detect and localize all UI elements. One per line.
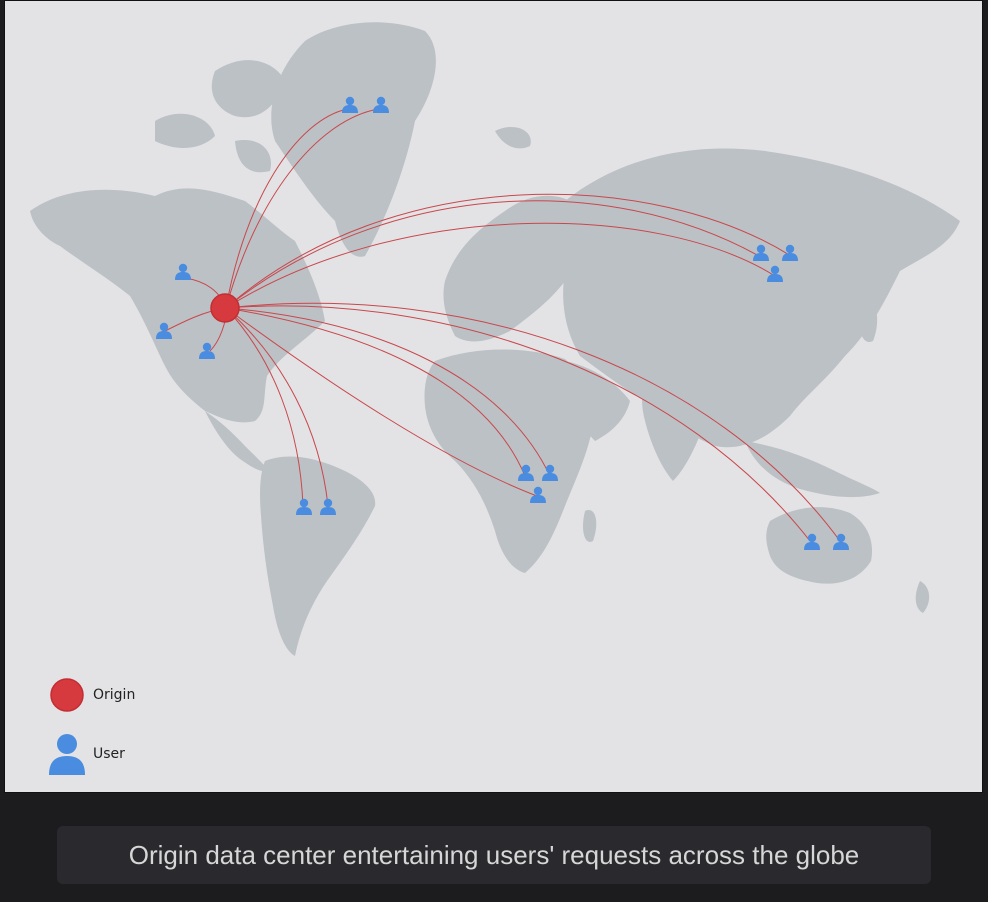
arctic-islands-shape bbox=[211, 60, 285, 118]
arc-to-australia-1 bbox=[225, 305, 811, 542]
legend-user: User bbox=[47, 732, 125, 776]
caption-box: Origin data center entertaining users' r… bbox=[57, 826, 931, 884]
india-shape bbox=[642, 381, 705, 481]
legend-origin: Origin bbox=[49, 677, 135, 713]
central-america-shape bbox=[205, 411, 269, 472]
europe-shape bbox=[443, 195, 576, 342]
southeast-asia-shape bbox=[745, 441, 880, 498]
arc-to-africa-3 bbox=[225, 307, 538, 497]
asia-shape bbox=[562, 148, 960, 448]
arc-to-siberia-3 bbox=[225, 222, 776, 309]
figure-caption: Origin data center entertaining users' r… bbox=[128, 839, 860, 870]
greenland-shape bbox=[271, 22, 436, 257]
arc-to-south-america-1 bbox=[225, 307, 304, 507]
arc-to-greenland-1 bbox=[225, 108, 348, 309]
south-america-shape bbox=[260, 456, 376, 656]
origin-legend-icon bbox=[50, 678, 84, 712]
arc-to-africa-2 bbox=[225, 307, 551, 477]
world-map-figure: Origin User bbox=[4, 0, 983, 793]
arc-to-siberia-1 bbox=[225, 200, 760, 309]
arc-to-australia-2 bbox=[225, 302, 841, 542]
new-zealand-shape bbox=[915, 581, 930, 613]
origin-node bbox=[210, 293, 240, 323]
arc-to-africa-1 bbox=[225, 307, 526, 477]
japan-shape bbox=[859, 291, 878, 342]
arc-to-south-america-2 bbox=[225, 307, 329, 507]
arc-to-greenland-2 bbox=[225, 108, 379, 309]
user-legend-icon bbox=[49, 734, 85, 775]
arc-to-siberia-2 bbox=[225, 193, 792, 309]
africa-shape bbox=[424, 349, 594, 573]
land-masses bbox=[30, 22, 960, 656]
legend-user-label: User bbox=[93, 746, 125, 762]
north-america-shape bbox=[30, 188, 325, 423]
world-map bbox=[30, 22, 960, 656]
legend-origin-label: Origin bbox=[93, 687, 136, 703]
madagascar-shape bbox=[582, 510, 597, 542]
